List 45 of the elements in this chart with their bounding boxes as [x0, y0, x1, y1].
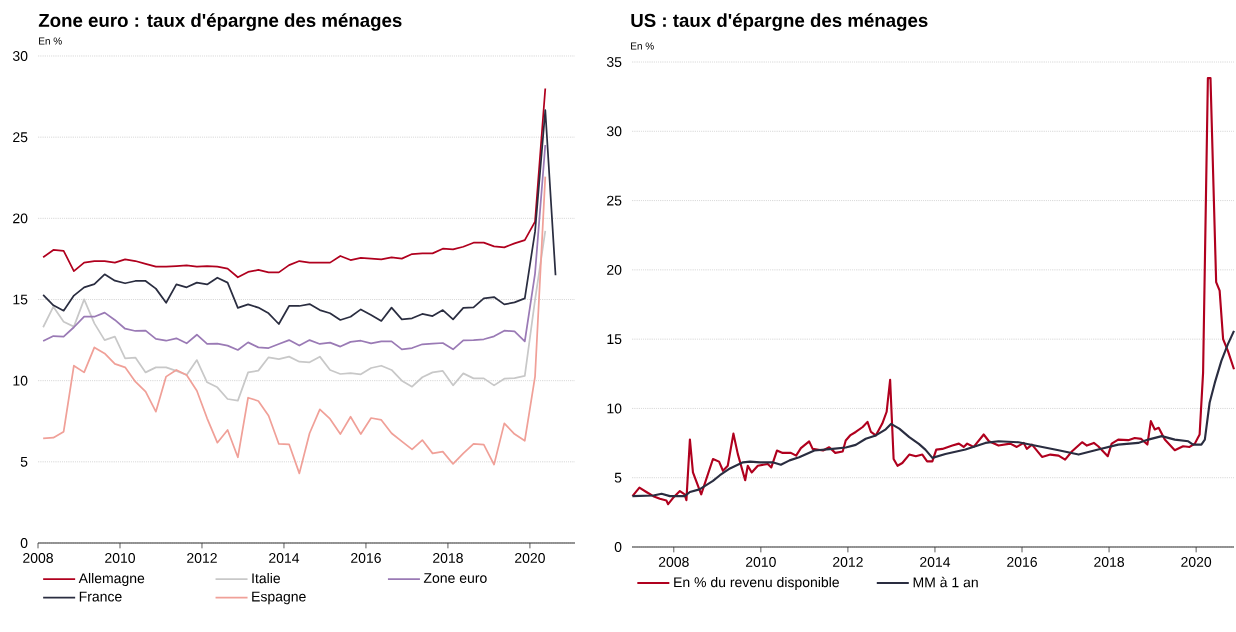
chart-title: US : taux d'épargne des ménages	[631, 13, 928, 31]
legend-label: Zone euro	[423, 573, 487, 583]
y-tick-label: 15	[607, 334, 622, 345]
x-tick-label: 2012	[187, 553, 217, 563]
x-tick-label: 2008	[23, 553, 53, 563]
x-tick-label: 2018	[433, 553, 463, 563]
y-tick-label: 20	[607, 264, 622, 275]
y-axis-title: En %	[631, 42, 654, 50]
line-series	[42, 175, 547, 475]
y-tick-label: 10	[607, 403, 622, 414]
x-tick-label: 2012	[833, 557, 863, 567]
y-tick-label: 30	[606, 126, 622, 137]
line-series	[42, 230, 547, 402]
legend-label: En % du revenu disponible	[674, 576, 839, 590]
legend-label: Allemagne	[78, 572, 145, 586]
y-tick-label: 10	[13, 375, 28, 386]
y-tick-label: 30	[12, 51, 28, 61]
legend-label: Espagne	[252, 591, 306, 605]
x-tick-label: 2018	[1094, 557, 1125, 567]
y-tick-label: 15	[13, 294, 28, 305]
line-series	[42, 109, 557, 325]
chart-title: Zone euro : taux d'épargne des ménages	[38, 13, 402, 31]
y-tick-label: 35	[606, 57, 622, 67]
y-tick-label: 25	[607, 195, 622, 206]
line-series	[42, 144, 547, 351]
x-tick-label: 2010	[105, 553, 136, 563]
legend-label: MM à 1 an	[913, 576, 978, 588]
y-tick-label: 20	[13, 213, 28, 224]
legend-label: France	[79, 591, 122, 602]
x-tick-label: 2016	[351, 553, 381, 563]
y-tick-label: 5	[20, 456, 28, 467]
y-tick-label: 25	[13, 132, 28, 143]
x-tick-label: 2020	[515, 553, 545, 563]
line-series	[631, 77, 1236, 506]
x-tick-label: 2020	[1181, 557, 1212, 567]
y-tick-label: 0	[614, 542, 622, 552]
y-tick-label: 0	[20, 538, 28, 548]
x-tick-label: 2010	[745, 557, 776, 567]
y-axis-title: En %	[39, 37, 62, 45]
x-tick-label: 2008	[658, 557, 689, 567]
x-tick-label: 2014	[269, 553, 300, 563]
legend-label: Italie	[252, 572, 281, 584]
y-tick-label: 5	[614, 472, 622, 483]
x-tick-label: 2014	[920, 557, 951, 567]
x-tick-label: 2016	[1007, 557, 1037, 567]
